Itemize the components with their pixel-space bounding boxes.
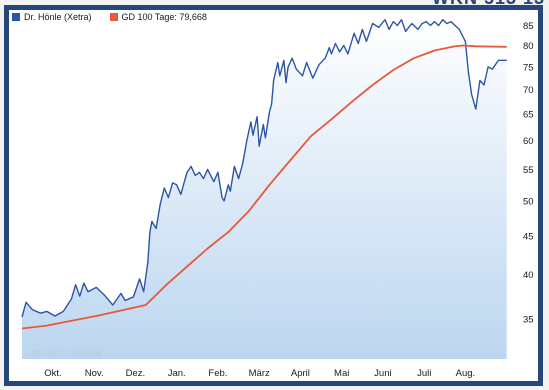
- x-tick-label: Feb.: [208, 368, 227, 379]
- x-tick-label: Jan.: [168, 368, 186, 379]
- legend-label-sma: GD 100 Tage: 79,668: [121, 12, 207, 22]
- legend-swatch-sma: [109, 13, 118, 21]
- x-tick-label: März: [249, 368, 270, 379]
- legend-item-sma: GD 100 Tage: 79,668: [109, 12, 207, 22]
- x-tick-label: Juli: [417, 368, 431, 379]
- x-tick-label: Aug.: [456, 368, 476, 379]
- y-tick-label: 80: [523, 41, 534, 52]
- y-tick-label: 45: [523, 231, 534, 242]
- moving-average-line: [21, 44, 507, 330]
- x-tick-label: Mai: [334, 368, 349, 379]
- legend-label-price: Dr. Hönle (Xetra): [24, 12, 92, 22]
- y-tick-label: 75: [523, 62, 534, 73]
- x-tick-label: Dez.: [126, 368, 146, 379]
- x-tick-label: April: [291, 368, 310, 379]
- legend-item-price: Dr. Hönle (Xetra): [12, 12, 92, 22]
- x-tick-label: Juni: [374, 368, 391, 379]
- corner-label: WKN 513 13: [432, 0, 545, 9]
- y-tick-label: 40: [523, 270, 534, 281]
- y-tick-label: 70: [523, 85, 534, 96]
- price-area: [22, 19, 507, 359]
- x-tick-label: Okt.: [44, 368, 61, 379]
- y-tick-label: 85: [523, 21, 534, 32]
- price-line: [21, 19, 507, 318]
- y-tick-label: 55: [523, 165, 534, 176]
- y-tick-label: 60: [523, 136, 534, 147]
- date-range-label: 03.09.07 - 02.09.08: [32, 349, 102, 358]
- legend-swatch-price: [12, 13, 20, 21]
- chart-legend: Dr. Hönle (Xetra) GD 100 Tage: 79,668: [12, 10, 207, 24]
- y-tick-label: 50: [523, 196, 534, 207]
- y-tick-label: 65: [523, 110, 534, 121]
- y-tick-label: 35: [523, 314, 534, 325]
- x-tick-label: Nov.: [85, 368, 104, 379]
